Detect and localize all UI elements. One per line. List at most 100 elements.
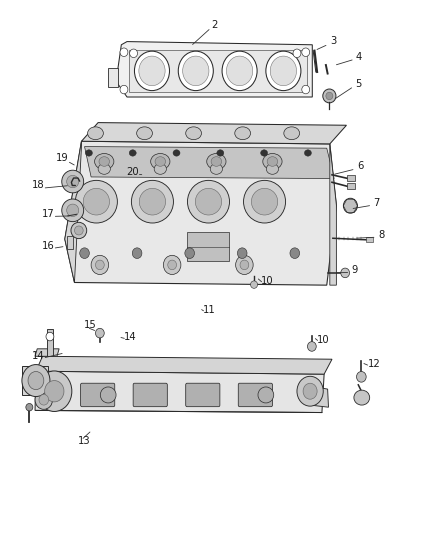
Text: 14: 14 — [124, 332, 137, 342]
FancyBboxPatch shape — [186, 383, 220, 407]
Ellipse shape — [45, 381, 64, 402]
Text: 10: 10 — [317, 335, 329, 345]
Ellipse shape — [302, 85, 310, 94]
Ellipse shape — [222, 51, 257, 91]
Ellipse shape — [130, 49, 138, 58]
Ellipse shape — [217, 150, 224, 156]
Ellipse shape — [95, 328, 104, 338]
FancyBboxPatch shape — [133, 383, 167, 407]
Ellipse shape — [284, 127, 300, 140]
Text: 11: 11 — [203, 305, 216, 315]
Text: 4: 4 — [356, 52, 362, 62]
Ellipse shape — [270, 56, 297, 86]
Ellipse shape — [26, 403, 33, 411]
FancyBboxPatch shape — [238, 383, 272, 407]
Text: 7: 7 — [374, 198, 380, 207]
Ellipse shape — [183, 56, 209, 86]
Ellipse shape — [251, 281, 258, 288]
Ellipse shape — [37, 371, 72, 411]
Text: 8: 8 — [378, 230, 384, 239]
Bar — [187, 232, 229, 261]
Ellipse shape — [71, 222, 87, 239]
Text: 17: 17 — [42, 209, 55, 219]
Ellipse shape — [297, 376, 323, 406]
Text: 13: 13 — [78, 437, 91, 446]
Ellipse shape — [266, 51, 301, 91]
Ellipse shape — [46, 332, 54, 341]
Ellipse shape — [163, 255, 181, 274]
Ellipse shape — [151, 154, 170, 169]
Ellipse shape — [95, 260, 104, 270]
Text: 12: 12 — [368, 359, 381, 368]
Ellipse shape — [35, 390, 53, 409]
Ellipse shape — [39, 394, 49, 405]
Ellipse shape — [251, 188, 278, 215]
Ellipse shape — [98, 164, 110, 174]
Polygon shape — [129, 50, 307, 92]
Text: 3: 3 — [331, 36, 337, 46]
Ellipse shape — [120, 48, 128, 56]
Ellipse shape — [303, 383, 317, 399]
Bar — [347, 175, 355, 181]
Polygon shape — [35, 371, 324, 413]
Ellipse shape — [62, 199, 84, 222]
Ellipse shape — [173, 150, 180, 156]
Text: 19: 19 — [56, 154, 69, 163]
Ellipse shape — [139, 56, 165, 86]
Ellipse shape — [323, 89, 336, 103]
Ellipse shape — [258, 387, 274, 403]
Text: 9: 9 — [352, 265, 358, 275]
Text: 6: 6 — [357, 161, 363, 171]
Ellipse shape — [83, 188, 110, 215]
Ellipse shape — [237, 248, 247, 259]
Ellipse shape — [132, 248, 142, 259]
Text: 20: 20 — [126, 167, 138, 176]
Ellipse shape — [139, 188, 166, 215]
Polygon shape — [65, 141, 81, 282]
Text: 14: 14 — [32, 351, 44, 361]
Ellipse shape — [154, 164, 166, 174]
Ellipse shape — [28, 372, 44, 390]
Ellipse shape — [304, 150, 311, 156]
Text: 18: 18 — [32, 181, 44, 190]
Ellipse shape — [129, 150, 136, 156]
Polygon shape — [309, 386, 328, 407]
Ellipse shape — [131, 180, 173, 223]
Polygon shape — [22, 366, 48, 395]
Ellipse shape — [263, 154, 282, 169]
Ellipse shape — [266, 164, 279, 174]
Ellipse shape — [261, 150, 268, 156]
Ellipse shape — [207, 154, 226, 169]
Ellipse shape — [62, 170, 84, 193]
Ellipse shape — [134, 51, 170, 91]
Ellipse shape — [210, 164, 223, 174]
Polygon shape — [47, 328, 53, 356]
Ellipse shape — [343, 198, 357, 213]
Ellipse shape — [290, 248, 300, 259]
Ellipse shape — [155, 157, 166, 166]
Ellipse shape — [185, 248, 194, 259]
Ellipse shape — [85, 150, 92, 156]
Ellipse shape — [236, 255, 253, 274]
Ellipse shape — [99, 157, 110, 166]
Ellipse shape — [240, 260, 249, 270]
Ellipse shape — [95, 154, 114, 169]
Ellipse shape — [244, 180, 286, 223]
Ellipse shape — [168, 260, 177, 270]
Ellipse shape — [211, 157, 222, 166]
Polygon shape — [330, 144, 336, 285]
Ellipse shape — [120, 85, 128, 94]
Ellipse shape — [187, 180, 230, 223]
Ellipse shape — [307, 342, 316, 351]
Text: 5: 5 — [355, 79, 361, 88]
Ellipse shape — [235, 127, 251, 140]
Polygon shape — [36, 356, 332, 374]
Ellipse shape — [302, 48, 310, 56]
Text: 15: 15 — [84, 320, 97, 330]
Polygon shape — [81, 123, 346, 144]
Ellipse shape — [67, 204, 79, 216]
Ellipse shape — [341, 268, 350, 278]
Ellipse shape — [91, 255, 109, 274]
Polygon shape — [65, 141, 336, 285]
Ellipse shape — [326, 92, 333, 100]
